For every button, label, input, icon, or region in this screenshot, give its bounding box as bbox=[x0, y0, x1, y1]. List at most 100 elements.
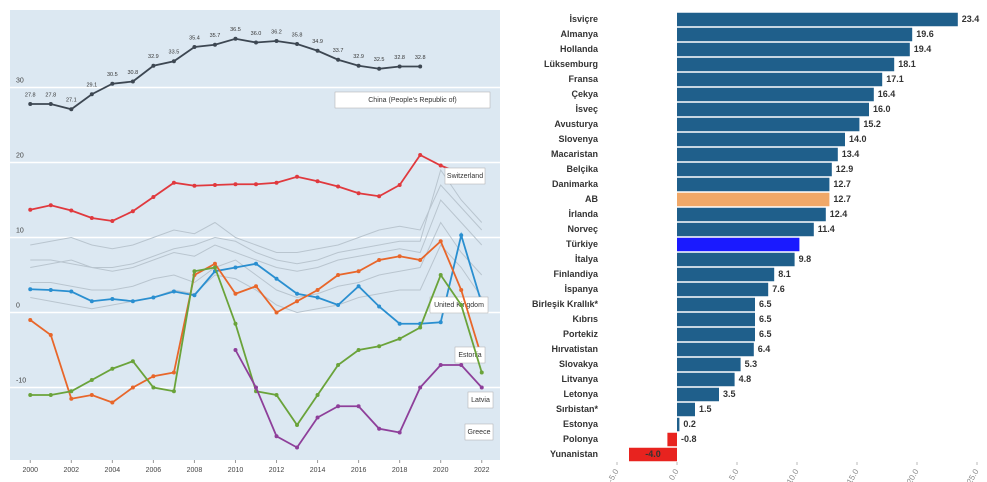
bar bbox=[677, 102, 869, 117]
data-label: 29.1 bbox=[86, 83, 97, 89]
category-label: Sırbistan* bbox=[556, 404, 599, 414]
point bbox=[171, 59, 176, 64]
point bbox=[212, 265, 217, 270]
data-label: 32.8 bbox=[394, 55, 405, 61]
category-label: Norveç bbox=[567, 224, 598, 234]
point bbox=[356, 404, 361, 409]
category-label: İrlanda bbox=[568, 209, 599, 219]
point bbox=[171, 370, 176, 375]
point bbox=[48, 333, 53, 337]
point bbox=[89, 92, 94, 97]
point bbox=[110, 81, 115, 86]
category-label: İspanya bbox=[564, 284, 599, 294]
point bbox=[315, 48, 320, 53]
bar bbox=[677, 72, 883, 87]
y-tick-label: -10 bbox=[16, 377, 26, 384]
point bbox=[28, 102, 33, 106]
category-label: Letonya bbox=[563, 389, 599, 399]
point bbox=[48, 203, 53, 208]
bar bbox=[677, 237, 800, 252]
x-tick-label: 2018 bbox=[392, 467, 408, 474]
point bbox=[377, 66, 382, 71]
bar bbox=[677, 387, 719, 402]
point bbox=[295, 174, 300, 179]
value-label: 9.8 bbox=[799, 254, 812, 264]
legend-label: Estonia bbox=[458, 352, 481, 359]
point bbox=[315, 415, 320, 420]
value-label: 12.9 bbox=[836, 164, 854, 174]
point bbox=[438, 239, 443, 244]
data-label: 35.4 bbox=[189, 35, 200, 41]
category-label: İsviçre bbox=[569, 14, 598, 24]
x-tick-label: 2014 bbox=[310, 467, 326, 474]
value-label: 4.8 bbox=[739, 374, 752, 384]
point bbox=[171, 289, 176, 294]
point bbox=[151, 295, 156, 300]
legend-box bbox=[444, 167, 486, 185]
point bbox=[295, 291, 300, 296]
bar bbox=[677, 147, 838, 162]
point bbox=[89, 393, 94, 397]
bar bbox=[677, 342, 754, 357]
point bbox=[48, 102, 53, 106]
point bbox=[336, 303, 341, 307]
point bbox=[274, 393, 279, 397]
point bbox=[459, 363, 464, 367]
bar bbox=[677, 192, 830, 207]
category-label: Slovakya bbox=[559, 359, 599, 369]
background-line bbox=[30, 199, 483, 272]
point bbox=[356, 191, 361, 196]
point bbox=[315, 179, 320, 184]
point bbox=[295, 445, 300, 450]
point bbox=[438, 273, 443, 277]
value-label: 19.4 bbox=[914, 44, 932, 54]
point bbox=[151, 374, 156, 379]
value-label: 15.2 bbox=[863, 119, 881, 129]
x-tick-label: 25.0 bbox=[965, 467, 981, 482]
bar bbox=[677, 402, 695, 417]
category-label: Fransa bbox=[568, 74, 599, 84]
point bbox=[418, 325, 423, 330]
category-label: Çekya bbox=[571, 89, 599, 99]
bar bbox=[677, 12, 958, 27]
bar bbox=[677, 282, 769, 297]
point bbox=[212, 42, 217, 47]
value-label: 5.3 bbox=[745, 359, 758, 369]
point bbox=[356, 269, 361, 274]
point bbox=[151, 385, 156, 390]
point bbox=[28, 318, 33, 322]
point bbox=[356, 63, 361, 68]
point bbox=[459, 233, 464, 238]
point bbox=[254, 284, 258, 289]
point bbox=[233, 265, 238, 270]
point bbox=[438, 320, 443, 325]
point bbox=[315, 295, 320, 300]
point bbox=[171, 180, 176, 185]
data-label: 32.9 bbox=[148, 54, 159, 60]
point bbox=[356, 348, 361, 352]
value-label: -0.8 bbox=[681, 434, 697, 444]
value-label: 14.0 bbox=[849, 134, 867, 144]
bar bbox=[677, 252, 795, 267]
legend-box bbox=[467, 391, 494, 409]
point bbox=[459, 303, 464, 307]
data-label: 35.8 bbox=[292, 32, 303, 38]
data-label: 32.8 bbox=[415, 55, 426, 61]
x-tick-label: 2008 bbox=[187, 467, 203, 474]
legend-box bbox=[464, 423, 494, 441]
x-tick-label: 0.0 bbox=[667, 467, 681, 482]
point bbox=[377, 344, 382, 349]
value-label: -4.0 bbox=[645, 449, 661, 459]
point bbox=[459, 288, 464, 292]
point bbox=[397, 254, 402, 259]
category-label: Türkiye bbox=[566, 239, 598, 249]
value-label: 16.0 bbox=[873, 104, 891, 114]
bar bbox=[677, 267, 775, 282]
value-label: 6.5 bbox=[759, 329, 772, 339]
value-label: 11.4 bbox=[818, 224, 835, 234]
point bbox=[130, 385, 135, 390]
value-label: 13.4 bbox=[842, 149, 860, 159]
y-tick-label: 10 bbox=[16, 227, 24, 234]
data-label: 27.1 bbox=[66, 98, 77, 104]
